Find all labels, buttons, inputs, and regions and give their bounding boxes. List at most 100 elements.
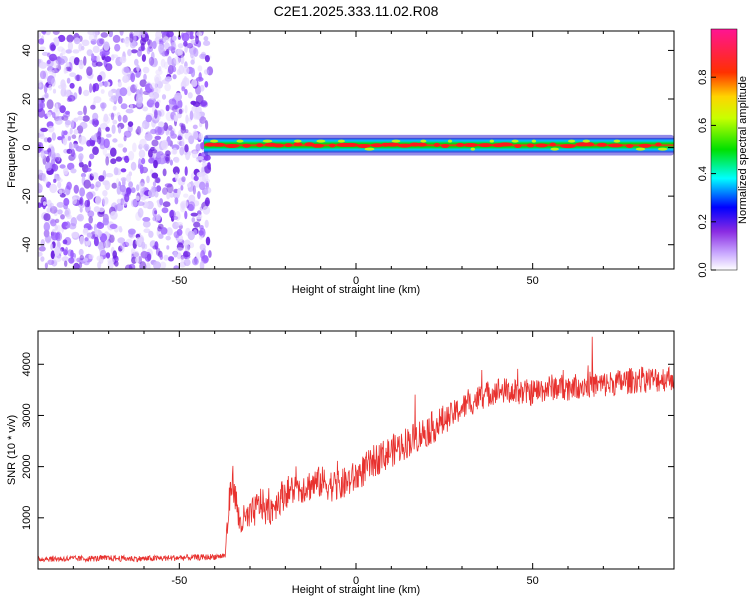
noise-blob (122, 75, 129, 83)
noise-blob (40, 256, 45, 262)
colorbar-label: Normalized spectral amplitude (737, 76, 749, 224)
noise-blob (206, 66, 214, 76)
noise-blob (174, 197, 179, 205)
noise-blob (134, 58, 139, 66)
signal-core-blob (478, 143, 493, 148)
noise-blob (208, 250, 212, 258)
signal-core-blob (608, 143, 623, 148)
noise-blob (103, 113, 109, 123)
noise-blob (70, 249, 74, 259)
signal-side-blob (262, 139, 273, 143)
noise-blob (59, 105, 66, 114)
noise-blob (192, 185, 196, 195)
y-tick-label: 3000 (21, 403, 33, 427)
noise-blob (92, 45, 100, 54)
noise-blob (63, 249, 68, 256)
noise-blob (54, 246, 60, 256)
noise-blob (158, 158, 166, 165)
noise-blob (141, 241, 146, 249)
noise-blob (130, 187, 136, 194)
signal-core-blob (256, 143, 264, 148)
noise-blob (124, 193, 130, 203)
noise-blob (103, 81, 108, 88)
noise-blob (73, 129, 79, 135)
noise-blob (53, 209, 58, 217)
noise-blob (104, 180, 111, 191)
noise-blob (96, 255, 104, 262)
noise-blob (118, 126, 122, 134)
noise-blob (78, 262, 83, 269)
noise-blob (67, 136, 71, 141)
noise-blob (177, 177, 186, 186)
noise-blob (76, 125, 84, 134)
noise-blob (79, 255, 85, 261)
noise-blob (139, 261, 147, 269)
noise-blob (46, 148, 52, 153)
x-tick-label: 50 (527, 575, 539, 587)
noise-blob (119, 87, 128, 97)
noise-blob (95, 195, 102, 205)
noise-blob (204, 81, 209, 88)
noise-blob (178, 108, 183, 114)
signal-core-blob (585, 142, 595, 147)
noise-blob (119, 56, 127, 64)
noise-blob (204, 55, 210, 63)
noise-blob (148, 157, 155, 164)
noise-blob (155, 87, 161, 94)
signal-side-blob (316, 139, 326, 143)
noise-blob (151, 172, 159, 179)
noise-blob (120, 177, 127, 182)
noise-blob (142, 66, 150, 74)
noise-blob (93, 96, 102, 104)
noise-blob (193, 47, 199, 57)
noise-blob (105, 63, 113, 72)
noise-blob (156, 214, 161, 221)
noise-blob (95, 61, 103, 67)
noise-blob (49, 146, 55, 155)
noise-blob (163, 254, 169, 261)
noise-blob (94, 33, 98, 43)
noise-blob (41, 97, 45, 103)
noise-blob (39, 61, 47, 69)
noise-blob (102, 196, 109, 206)
noise-blob (82, 227, 89, 234)
signal-core-blob (397, 143, 412, 148)
noise-blob (180, 200, 189, 208)
noise-blob (180, 125, 186, 134)
noise-blob (111, 54, 119, 59)
noise-blob (67, 162, 75, 171)
noise-blob (65, 62, 70, 68)
noise-blob (78, 248, 84, 256)
noise-blob (96, 55, 100, 63)
noise-blob (53, 157, 60, 162)
noise-blob (100, 102, 107, 109)
noise-blob (122, 38, 131, 44)
noise-blob (40, 239, 45, 248)
noise-blob (182, 77, 190, 87)
noise-blob (164, 183, 173, 188)
noise-blob (45, 31, 51, 36)
noise-blob (143, 228, 151, 233)
noise-blob (184, 47, 188, 53)
noise-blob (84, 237, 89, 242)
x-tick-label: 0 (353, 575, 359, 587)
noise-blob (181, 138, 185, 148)
noise-blob (46, 111, 52, 118)
noise-blob (69, 127, 73, 135)
noise-blob (89, 83, 93, 93)
noise-blob (190, 50, 194, 59)
noise-blob (73, 184, 80, 194)
noise-blob (139, 164, 144, 174)
noise-blob (181, 176, 186, 183)
noise-blob (105, 133, 112, 138)
noise-blob (63, 197, 70, 206)
noise-blob (189, 110, 194, 121)
noise-blob (117, 114, 122, 122)
noise-blob (38, 169, 43, 176)
snr-panel: -50 0 50 1000 2000 3000 4000 Height of straigh… (6, 330, 675, 596)
noise-blob (153, 109, 158, 119)
noise-blob (183, 258, 191, 267)
noise-blob (138, 149, 146, 159)
noise-blob (103, 41, 110, 51)
noise-blob (165, 235, 171, 241)
